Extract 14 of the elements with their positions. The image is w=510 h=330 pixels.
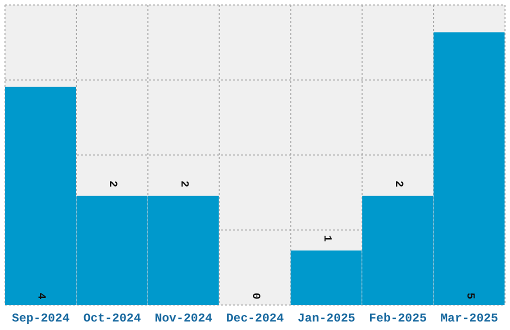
x-tick-label: Jan-2025	[298, 312, 356, 326]
data-label: 4	[34, 292, 47, 300]
data-label: 2	[392, 180, 404, 188]
x-tick-label: Sep-2024	[12, 312, 70, 326]
x-tick-label: Dec-2024	[226, 312, 284, 326]
data-label: 0	[249, 292, 261, 300]
data-label: 5	[463, 292, 476, 300]
x-tick-label: Nov-2024	[154, 312, 212, 326]
data-label: 2	[178, 180, 190, 188]
data-label: 2	[106, 180, 118, 188]
data-label: 1	[320, 235, 332, 242]
x-tick-label: Oct-2024	[83, 312, 141, 326]
x-tick-label: Feb-2025	[369, 312, 427, 326]
x-tick-label: Mar-2025	[440, 312, 498, 326]
